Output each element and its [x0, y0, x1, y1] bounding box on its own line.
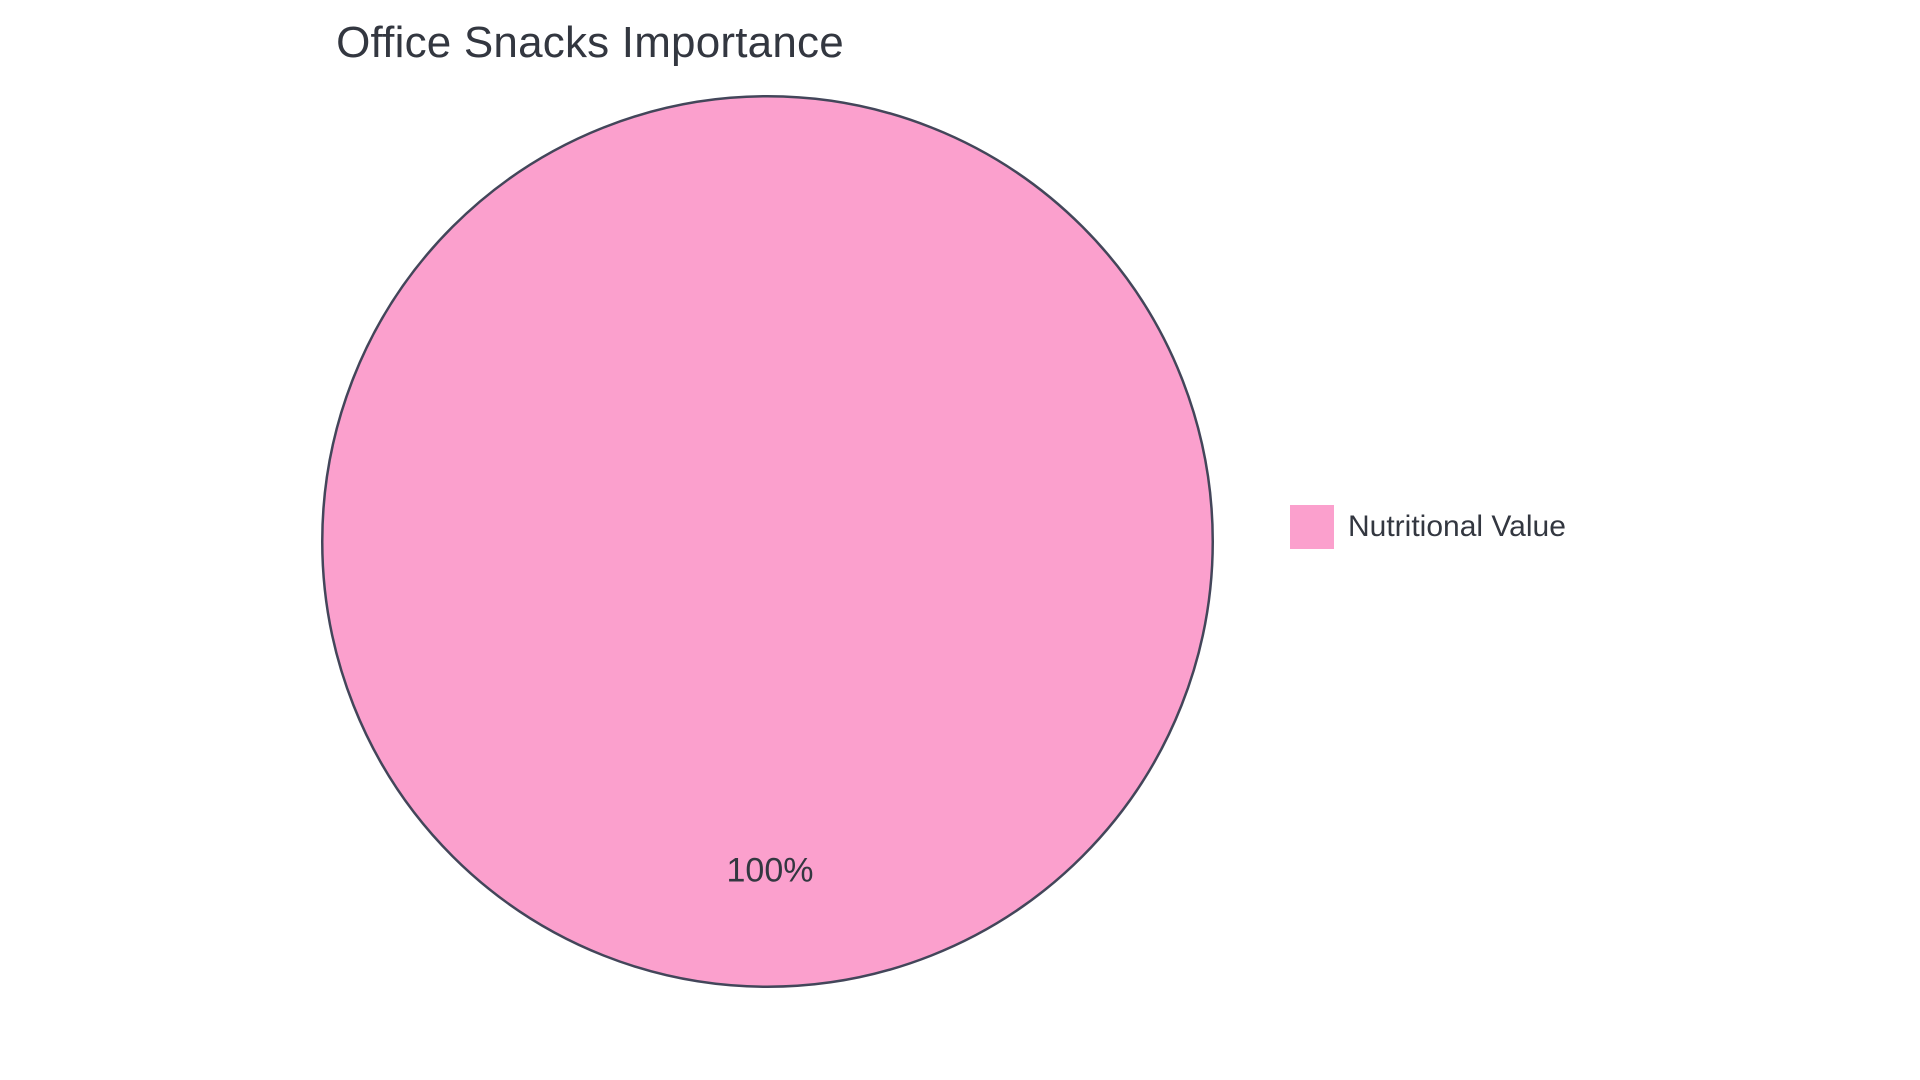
pie-chart-container: Office Snacks Importance 100% Nutritiona… — [0, 0, 1920, 1080]
legend: Nutritional Value — [1290, 505, 1566, 549]
pie-slice-0-percent-label: 100% — [727, 852, 814, 891]
chart-title: Office Snacks Importance — [0, 18, 1180, 68]
legend-label-0: Nutritional Value — [1348, 510, 1566, 544]
legend-swatch-0 — [1290, 505, 1334, 549]
